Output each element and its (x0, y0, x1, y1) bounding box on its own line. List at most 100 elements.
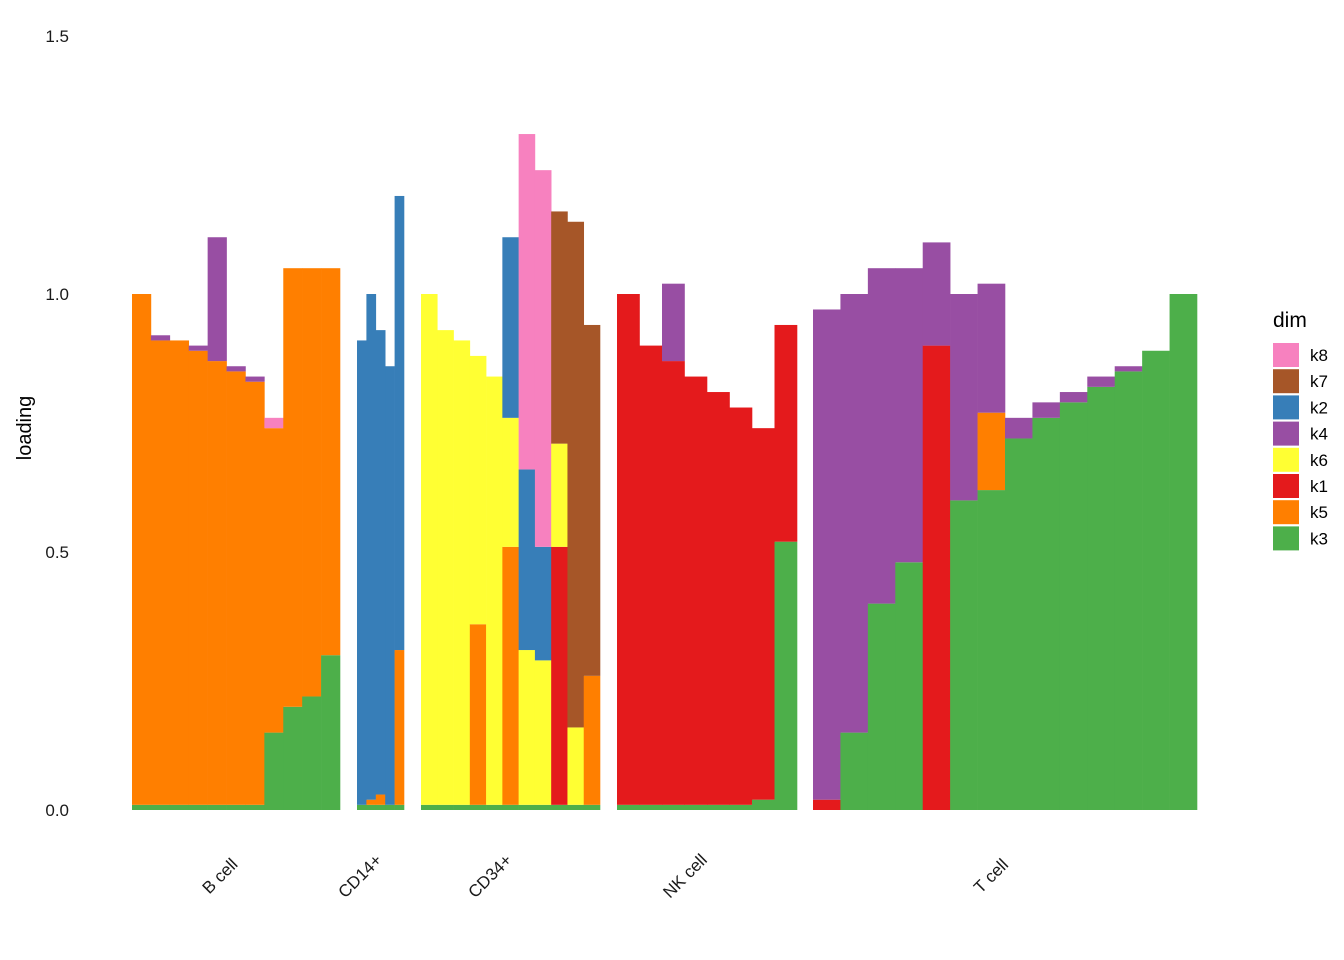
bar-segment-k1 (662, 361, 685, 805)
legend-swatch-k5 (1273, 500, 1299, 525)
bar-segment-k3 (1005, 438, 1033, 810)
bar-segment-k1 (617, 294, 640, 805)
x-category-label: B cell (199, 855, 242, 898)
bar-segment-k5 (245, 381, 265, 805)
bar-segment-k3 (1032, 417, 1061, 810)
bar-segment-k3 (357, 804, 367, 810)
bar-segment-k2 (534, 546, 552, 661)
bar-segment-k3 (1087, 386, 1116, 810)
bar-segment-k3 (150, 804, 171, 810)
bar-segment-k4 (226, 366, 246, 372)
bar-segment-k6 (502, 417, 519, 547)
bar-segment-k6 (437, 330, 454, 805)
bar-segment-k3 (950, 500, 978, 810)
legend-label: k1 (1310, 477, 1328, 496)
legend-label: k8 (1310, 346, 1328, 365)
bar-segment-k5 (375, 794, 386, 805)
bar-segment-k5 (283, 268, 303, 707)
bar-segment-k4 (1087, 376, 1116, 387)
bar-segment-k4 (922, 242, 951, 346)
bar-segment-k5 (977, 412, 1006, 491)
bar-segment-k8 (534, 170, 552, 547)
bar-segment-k5 (169, 340, 190, 805)
bar-segment-k6 (518, 650, 536, 805)
bar-group (421, 134, 601, 810)
bar-segment-k4 (188, 345, 208, 351)
bar-segment-k5 (188, 350, 208, 805)
bar-segment-k3 (375, 804, 386, 810)
bar-segment-k3 (421, 804, 438, 810)
bar-segment-k7 (551, 211, 568, 444)
y-axis-label: loading (14, 396, 36, 461)
bar-segment-k8 (264, 417, 284, 429)
bar-segment-k4 (150, 335, 171, 341)
bar-segment-k5 (132, 294, 152, 805)
bar-segment-k3 (617, 804, 640, 810)
legend: dim k8 k7 k2 k4 k6 k1 k5 k3 (1273, 309, 1328, 551)
bar-segment-k3 (1114, 371, 1143, 810)
bar-segment-k5 (469, 624, 487, 805)
bar-segment-k3 (169, 804, 190, 810)
y-tick-label: 0.5 (45, 543, 69, 562)
y-axis: 0.0 0.5 1.0 1.5 (45, 27, 69, 820)
bar-segment-k3 (774, 541, 798, 810)
y-tick-label: 0.0 (45, 801, 69, 820)
bar-segment-k4 (895, 268, 924, 563)
bar-segment-k3 (752, 799, 775, 810)
bar-segment-k6 (567, 727, 585, 805)
bar-segment-k1 (752, 428, 775, 800)
bar-segment-k2 (366, 294, 377, 800)
bar-segment-k3 (729, 804, 753, 810)
bar-segment-k2 (502, 237, 519, 418)
bar-segment-k5 (502, 546, 519, 805)
x-category-label: NK cell (659, 850, 711, 902)
bar-segment-k4 (245, 376, 265, 382)
bar-segment-k3 (437, 804, 454, 810)
bar-segment-k5 (583, 675, 601, 805)
legend-label: k5 (1310, 503, 1328, 522)
bar-segment-k4 (977, 283, 1006, 413)
y-tick-label: 1.5 (45, 27, 69, 46)
bar-segment-k3 (662, 804, 685, 810)
bar-group (617, 283, 798, 810)
bar-segment-k3 (245, 804, 265, 810)
bar-segment-k3 (867, 603, 896, 810)
bar-segment-k3 (207, 804, 227, 810)
legend-label: k4 (1310, 425, 1328, 444)
bar-segment-k3 (1059, 402, 1088, 810)
bar-segment-k4 (840, 294, 869, 733)
bar-segment-k4 (1059, 392, 1088, 403)
x-category-label: CD34+ (465, 850, 516, 901)
legend-swatch-k1 (1273, 474, 1299, 498)
bar-segment-k3 (1169, 294, 1198, 810)
bar-segment-k6 (486, 376, 503, 805)
bar-segment-k6 (534, 660, 552, 805)
legend-swatch-k3 (1273, 526, 1299, 551)
bar-segment-k3 (188, 804, 208, 810)
bar-segment-k3 (321, 655, 341, 810)
bar-segment-k5 (366, 799, 377, 805)
bar-group (357, 195, 405, 810)
bar-segment-k2 (394, 195, 405, 651)
bar-segment-k3 (264, 732, 284, 810)
bar-segment-k6 (453, 340, 471, 805)
bar-segment-k4 (1005, 417, 1033, 439)
bar-segment-k3 (302, 696, 322, 810)
legend-swatch-k4 (1273, 421, 1299, 446)
y-tick-label: 1.0 (45, 285, 69, 304)
bar-segment-k3 (502, 804, 519, 810)
legend-swatch-k2 (1273, 395, 1299, 420)
bar-segment-k3 (567, 804, 585, 810)
bar-segment-k3 (366, 804, 377, 810)
bar-segment-k3 (385, 804, 395, 810)
legend-swatch-k7 (1273, 369, 1299, 394)
bar-segment-k2 (357, 340, 367, 805)
bar-segment-k3 (1142, 350, 1170, 810)
bar-segment-k4 (813, 309, 841, 800)
legend-title: dim (1273, 309, 1307, 332)
bar-segment-k4 (662, 283, 685, 362)
legend-label: k6 (1310, 451, 1328, 470)
bar-segment-k3 (132, 804, 152, 810)
bar-group (813, 242, 1198, 810)
